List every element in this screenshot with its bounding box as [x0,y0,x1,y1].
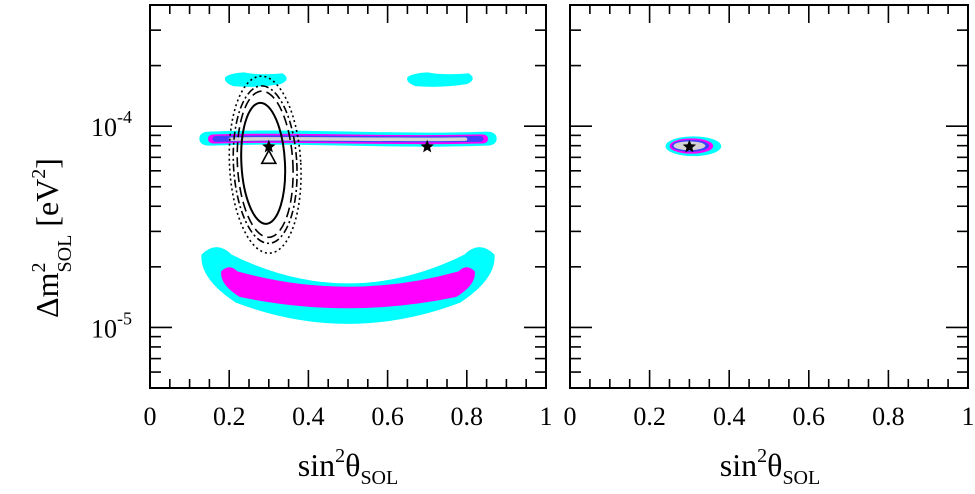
x-tick-label: 0.8 [451,402,484,431]
plot-frame [569,4,969,389]
contour-dashed [236,90,294,239]
x-tick-label: 1 [962,402,975,431]
y-tick-label: 10-4 [91,107,132,142]
y-axis-label: Δm2 SOL[eV2] [28,158,76,318]
best-fit-star [420,139,434,153]
x-tick-label: 1 [540,402,553,431]
best-fit-star [262,139,276,153]
right-panel: 0 0.2 0.4 0.6 0.8 1 [564,4,975,431]
region-middle-smile [221,267,475,309]
x-tick-label: 0 [144,402,157,431]
region-outer-island [407,72,473,87]
region-outer-smile [201,247,495,324]
triangle-marker [260,148,278,165]
x-axis-label-right: sin2θSOL [720,445,820,489]
x-tick-label: 0.2 [633,402,666,431]
x-tick-label: 0.2 [213,402,246,431]
contour-solid [240,101,287,225]
contour-dashdot [232,85,298,245]
x-tick-label: 0 [564,402,577,431]
y-tick-label: 10-5 [91,308,132,343]
region-core-band [228,137,468,142]
region-outer-island [224,72,287,87]
best-fit-star [682,139,697,153]
x-tick-label: 0.6 [793,402,826,431]
x-tick-label: 0.6 [371,402,404,431]
left-panel: 0 0.2 0.4 0.6 0.8 1 10-5 10-4 [91,4,553,431]
x-axis-label-left: sin2θSOL [298,445,398,489]
x-tick-label: 0.4 [713,402,746,431]
plot-frame [149,4,547,389]
x-tick-label: 0.4 [292,402,325,431]
x-tick-label: 0.8 [872,402,905,431]
